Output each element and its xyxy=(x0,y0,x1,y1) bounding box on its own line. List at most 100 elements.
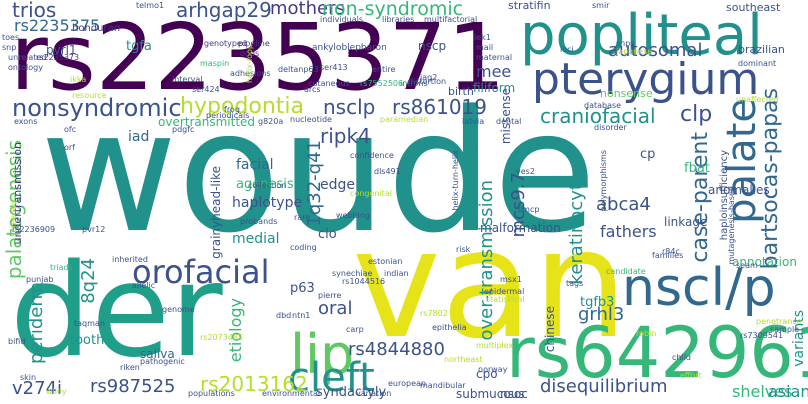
word: collection xyxy=(248,181,287,190)
word: grainyhead-like xyxy=(209,166,223,259)
word: brazilian xyxy=(738,43,785,56)
word: fbat xyxy=(684,161,710,176)
word: maspin xyxy=(200,59,230,68)
word: mutagenesis-based xyxy=(727,186,736,265)
word: linkage xyxy=(664,215,708,229)
word: honduran xyxy=(72,23,121,34)
word: mothers xyxy=(270,0,345,19)
word: keratinocyte xyxy=(566,172,587,285)
word: rs1044516 xyxy=(342,277,386,286)
word: pipeline xyxy=(238,39,270,48)
word: orf xyxy=(64,143,75,152)
word: child xyxy=(672,353,691,362)
word: dbd xyxy=(276,311,292,320)
word: edge xyxy=(320,177,355,193)
word: rs2235375 xyxy=(14,16,101,35)
word: tgfb3 xyxy=(580,295,615,310)
word: rs987525 xyxy=(90,376,176,397)
word: nucleotide xyxy=(290,115,332,124)
word: anomalies xyxy=(708,183,770,197)
word: rs2073485 xyxy=(200,333,244,342)
word: clp xyxy=(680,102,713,127)
word: latvia xyxy=(462,117,485,126)
word: shelves xyxy=(732,382,793,401)
word: bifid xyxy=(8,337,26,346)
word: r84c xyxy=(662,247,680,256)
word: rs7802 xyxy=(420,309,448,318)
word: orofacial xyxy=(132,253,270,291)
word: jag2 xyxy=(420,73,438,82)
word: nonsense xyxy=(600,87,653,100)
word: cutaneous xyxy=(308,79,350,88)
word: stratifin xyxy=(508,0,551,12)
word: libraries xyxy=(382,15,415,24)
word: deltanp63 xyxy=(278,65,319,74)
word: pdgfc xyxy=(172,125,195,134)
word: syndactyly xyxy=(316,385,387,400)
word: helix-loop xyxy=(245,44,254,84)
word: dominant xyxy=(738,59,777,68)
word: seam xyxy=(736,261,758,270)
word: pathogenic xyxy=(140,357,185,366)
word: etiology xyxy=(226,298,245,363)
word: saliva xyxy=(140,347,175,361)
word: mee xyxy=(476,62,512,81)
word: rare xyxy=(294,213,311,222)
word: robin xyxy=(636,329,657,338)
word: agenesis xyxy=(236,177,294,192)
word: g820a xyxy=(258,117,284,126)
word: asian xyxy=(768,382,808,401)
word: msx1 xyxy=(500,275,522,284)
word: confidence xyxy=(350,151,394,160)
word: probands xyxy=(240,217,278,226)
word: ser424 xyxy=(192,85,220,94)
word: frog xyxy=(224,105,240,114)
word: norway xyxy=(478,365,508,374)
word: pvrl1 xyxy=(46,43,77,57)
word: unrelated xyxy=(8,53,47,62)
word: triads xyxy=(50,263,73,272)
word: van xyxy=(352,198,628,372)
word: smir xyxy=(592,1,610,10)
word: facial xyxy=(236,157,274,173)
word: snp xyxy=(2,43,17,52)
word: ofc xyxy=(64,125,77,134)
word: introns xyxy=(400,79,428,88)
word: annotation xyxy=(732,255,797,269)
word: mail xyxy=(476,43,494,52)
word: nonsyndromic xyxy=(12,94,182,122)
word: craniofacial xyxy=(540,104,656,128)
word: risk xyxy=(456,245,471,254)
word: ves2 xyxy=(516,167,535,176)
word: ikka xyxy=(70,75,87,84)
word: toes xyxy=(2,33,20,42)
word: statistical xyxy=(486,295,525,304)
word: dls491 xyxy=(374,167,401,176)
word: abca4 xyxy=(596,194,651,215)
word: rs642961 xyxy=(506,312,808,394)
word: telmo1 xyxy=(136,1,165,10)
word: tooth xyxy=(70,333,105,348)
word: punjab xyxy=(26,275,54,284)
word: fathers xyxy=(600,222,657,241)
word: interval xyxy=(172,75,203,84)
word: iad xyxy=(128,129,150,145)
word: birth xyxy=(448,85,474,98)
word: periodicals xyxy=(206,111,250,120)
word: nsoc xyxy=(500,387,528,401)
word: penetrance xyxy=(756,317,802,326)
word: p63 xyxy=(290,281,315,296)
word: database xyxy=(584,101,622,110)
word: v274i xyxy=(12,378,63,399)
word: genome xyxy=(162,305,195,314)
word: case-parent xyxy=(688,132,713,263)
word: medial xyxy=(232,231,280,247)
word: epithelia xyxy=(432,323,467,332)
word: taqman xyxy=(74,319,105,328)
word: multifactorial xyxy=(424,15,478,24)
word: webbing xyxy=(336,211,370,220)
word: polymorphisms xyxy=(599,150,608,212)
word: cp xyxy=(640,147,656,162)
word: mandibular xyxy=(420,381,466,390)
word: tgfa xyxy=(126,39,152,54)
